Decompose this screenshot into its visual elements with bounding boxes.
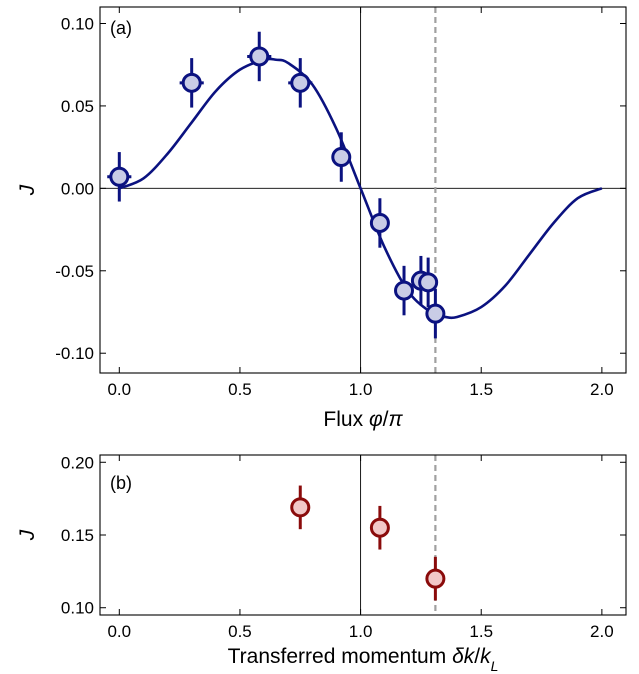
x-tick-label: 1.5 <box>469 622 493 641</box>
data-marker <box>369 517 390 538</box>
data-point <box>425 288 446 339</box>
data-point <box>331 132 352 182</box>
x-tick-label: 0.5 <box>228 380 252 399</box>
panel-a: 0.0 0.5 1.0 1.5 2.0 -0.10 -0.05 0.00 0.05 0.10 (… <box>16 6 627 431</box>
x-tick-label: 1.0 <box>349 380 373 399</box>
x-axis-label: Flux φ/π <box>323 408 403 431</box>
x-axis-label-pi: π <box>388 408 403 431</box>
x-ticks: 0.0 0.5 1.0 1.5 2.0 <box>107 455 614 641</box>
y-axis-label: J <box>16 184 39 196</box>
data-marker <box>109 166 130 187</box>
x-tick-label: 2.0 <box>590 380 614 399</box>
data-point <box>288 58 313 108</box>
x-tick-label: 2.0 <box>590 622 614 641</box>
x-tick-label: 1.5 <box>469 380 493 399</box>
y-tick-label: -0.05 <box>55 262 94 281</box>
data-marker <box>425 303 446 324</box>
panel-label: (a) <box>110 18 132 38</box>
data-points <box>107 31 446 339</box>
x-tick-label: 0.0 <box>107 622 131 641</box>
y-axis-label: J <box>16 529 39 541</box>
plot-frame <box>99 6 627 374</box>
x-axis-label-k: k <box>480 645 492 668</box>
data-point <box>247 31 272 82</box>
x-axis-label: Transferred momentum δk/kL <box>228 645 499 674</box>
data-marker <box>418 272 439 293</box>
y-tick-label: -0.10 <box>55 344 94 363</box>
x-axis-label-slash: / <box>383 408 389 431</box>
y-tick-label: 0.05 <box>61 97 94 116</box>
data-point <box>290 485 311 530</box>
x-axis-label-subscript: L <box>491 658 499 674</box>
y-tick-label: 0.10 <box>61 14 94 33</box>
data-marker <box>181 72 202 93</box>
y-tick-label: 0.10 <box>61 599 94 618</box>
x-axis-label-text: Transferred momentum <box>228 645 452 668</box>
x-tick-label: 0.0 <box>107 380 131 399</box>
y-tick-label: 0.15 <box>61 526 94 545</box>
y-ticks: -0.10 -0.05 0.00 0.05 0.10 <box>55 14 626 363</box>
y-tick-label: 0.20 <box>61 453 94 472</box>
data-point <box>369 505 390 550</box>
data-point <box>425 556 446 601</box>
data-marker <box>249 46 270 67</box>
data-point <box>369 198 390 248</box>
x-tick-label: 1.0 <box>349 622 373 641</box>
x-tick-label: 0.5 <box>228 622 252 641</box>
x-ticks: 0.0 0.5 1.0 1.5 2.0 <box>107 7 614 399</box>
data-marker <box>394 280 415 301</box>
panel-label: (b) <box>110 473 132 493</box>
data-points <box>290 485 446 601</box>
x-axis-label-slash: / <box>474 645 480 668</box>
data-point <box>179 58 204 108</box>
plot-frame <box>99 454 627 616</box>
data-point <box>107 152 132 202</box>
x-axis-label-dk: δk <box>452 645 476 668</box>
data-marker <box>369 212 390 233</box>
data-point <box>418 257 439 308</box>
fit-curve <box>118 57 603 320</box>
data-point <box>394 265 415 316</box>
y-tick-label: 0.00 <box>61 179 94 198</box>
x-axis-label-phi: φ <box>369 408 383 431</box>
x-axis-label-text: Flux <box>323 408 369 431</box>
data-marker <box>290 497 311 518</box>
data-marker <box>331 147 352 168</box>
panel-b: 0.0 0.5 1.0 1.5 2.0 0.10 0.15 0.20 (b) J Trans… <box>16 453 627 674</box>
data-marker <box>290 72 311 93</box>
y-ticks: 0.10 0.15 0.20 <box>61 453 626 618</box>
data-marker <box>425 568 446 589</box>
